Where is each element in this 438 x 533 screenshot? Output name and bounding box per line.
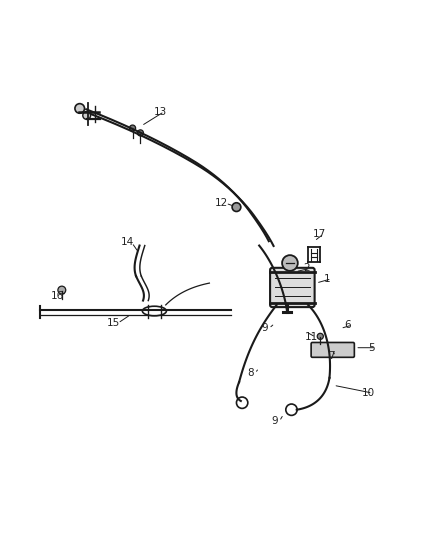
Circle shape: [75, 103, 85, 113]
Circle shape: [232, 203, 241, 212]
Text: 7: 7: [328, 351, 335, 361]
FancyBboxPatch shape: [270, 268, 314, 307]
Text: 17: 17: [313, 229, 326, 239]
Text: 8: 8: [247, 368, 254, 378]
Circle shape: [58, 286, 66, 294]
FancyBboxPatch shape: [311, 343, 354, 357]
Text: 14: 14: [121, 238, 134, 247]
Text: 12: 12: [215, 198, 228, 208]
Text: 6: 6: [345, 320, 351, 330]
Text: 10: 10: [362, 388, 375, 398]
Text: 16: 16: [51, 291, 64, 301]
Circle shape: [282, 255, 298, 271]
Text: 13: 13: [153, 107, 167, 117]
Text: 15: 15: [107, 318, 120, 328]
Circle shape: [130, 125, 136, 131]
Text: 2: 2: [303, 263, 310, 273]
Text: 9: 9: [272, 416, 278, 426]
Circle shape: [317, 333, 323, 340]
Text: 11: 11: [305, 332, 318, 342]
Circle shape: [83, 111, 91, 119]
Circle shape: [138, 130, 144, 136]
Text: 5: 5: [368, 343, 375, 353]
Text: 9: 9: [261, 324, 268, 334]
Text: 1: 1: [324, 274, 331, 284]
